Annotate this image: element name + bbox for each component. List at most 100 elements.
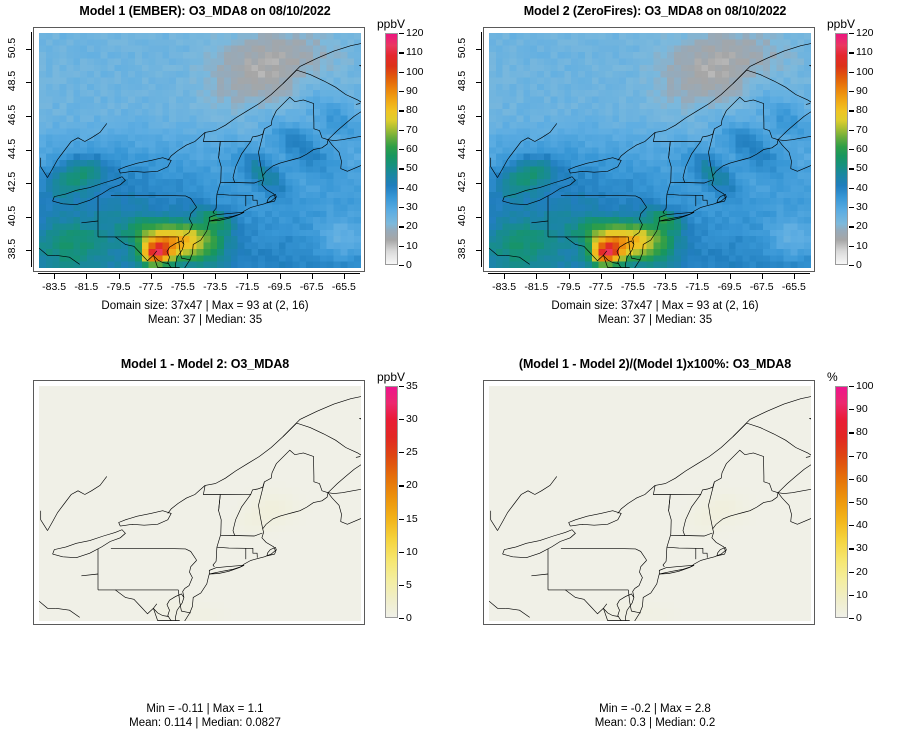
colorbar-tick	[399, 149, 404, 150]
colorbar-tick	[849, 91, 854, 92]
y-axis-tick	[26, 217, 31, 218]
coastline-overlay	[489, 386, 811, 621]
colorbar-tick	[849, 409, 854, 410]
colorbar-tick	[849, 72, 854, 73]
map-plot-area	[483, 380, 815, 625]
stats-line-1: Min = -0.11 | Max = 1.1	[0, 703, 410, 717]
panel-statistics: Domain size: 37x47 | Max = 93 at (2, 16)…	[450, 300, 860, 327]
x-axis-tick	[151, 274, 152, 279]
colorbar-tick-label: 0	[856, 259, 862, 271]
x-axis-tick	[344, 274, 345, 279]
colorbar-tick	[399, 452, 404, 453]
colorbar-tick-label: 100	[406, 66, 424, 78]
colorbar-tick	[849, 168, 854, 169]
y-axis-tick	[26, 250, 31, 251]
colorbar-tick	[849, 33, 854, 34]
x-axis-label: -65.5	[319, 281, 369, 293]
stats-line-1: Domain size: 37x47 | Max = 93 at (2, 16)	[450, 300, 860, 314]
colorbar-tick	[849, 207, 854, 208]
y-axis-tick	[26, 82, 31, 83]
x-axis-tick	[569, 274, 570, 279]
colorbar-tick-label: 30	[406, 201, 418, 213]
colorbar-tick-label: 40	[856, 182, 868, 194]
colorbar-tick-label: 40	[856, 519, 868, 531]
figure-canvas: Model 1 (EMBER): O3_MDA8 on 08/10/2022 M…	[0, 0, 900, 706]
x-axis-tick	[730, 274, 731, 279]
stats-line-2: Mean: 37 | Median: 35	[450, 314, 860, 328]
x-axis-tick	[665, 274, 666, 279]
colorbar-tick	[849, 456, 854, 457]
colorbar-tick-label: 40	[406, 182, 418, 194]
colorbar-gradient	[385, 386, 398, 618]
x-axis-tick	[247, 274, 248, 279]
colorbar-tick	[849, 595, 854, 596]
colorbar-tick	[399, 246, 404, 247]
y-axis-tick	[476, 183, 481, 184]
colorbar-tick	[849, 110, 854, 111]
colorbar-tick-label: 70	[856, 450, 868, 462]
colorbar-tick-label: 70	[856, 124, 868, 136]
colorbar-tick-label: 90	[856, 85, 868, 97]
colorbar-unit-label: %	[827, 370, 838, 384]
y-axis-tick	[476, 82, 481, 83]
x-axis-tick	[697, 274, 698, 279]
colorbar-tick	[399, 52, 404, 53]
colorbar-tick-label: 35	[406, 380, 418, 392]
colorbar-tick-label: 25	[406, 446, 418, 458]
colorbar-unit-label: ppbV	[377, 370, 405, 384]
stats-line-2: Mean: 0.3 | Median: 0.2	[450, 717, 860, 730]
colorbar-tick	[849, 572, 854, 573]
x-axis-tick	[794, 274, 795, 279]
colorbar-tick	[849, 149, 854, 150]
colorbar-tick	[399, 130, 404, 131]
x-axis-tick	[119, 274, 120, 279]
y-axis-tick	[476, 116, 481, 117]
colorbar-tick-label: 100	[856, 66, 874, 78]
colorbar-unit-label: ppbV	[827, 17, 855, 31]
colorbar-gradient	[385, 33, 398, 265]
colorbar-tick-label: 100	[856, 380, 874, 392]
colorbar-tick-label: 0	[406, 259, 412, 271]
colorbar-gradient	[835, 33, 848, 265]
x-axis-tick	[504, 274, 505, 279]
y-axis-label: 38.5	[456, 224, 468, 274]
colorbar-tick	[849, 432, 854, 433]
colorbar-tick-label: 90	[856, 403, 868, 415]
colorbar-tick-label: 20	[856, 220, 868, 232]
colorbar-tick	[849, 479, 854, 480]
colorbar-tick-label: 120	[856, 27, 874, 39]
colorbar-tick	[849, 386, 854, 387]
x-axis-tick	[86, 274, 87, 279]
x-axis-tick	[312, 274, 313, 279]
colorbar-tick-label: 90	[406, 85, 418, 97]
coastline-overlay	[39, 386, 361, 621]
colorbar-tick	[399, 72, 404, 73]
colorbar-tick	[399, 552, 404, 553]
colorbar-tick	[849, 188, 854, 189]
x-axis-tick	[601, 274, 602, 279]
colorbar-tick-label: 10	[856, 589, 868, 601]
colorbar-tick-label: 50	[406, 162, 418, 174]
colorbar-tick-label: 10	[856, 240, 868, 252]
x-axis-label: -65.5	[769, 281, 819, 293]
colorbar-tick-label: 60	[856, 143, 868, 155]
colorbar-tick	[849, 226, 854, 227]
panel-statistics: Domain size: 37x47 | Max = 93 at (2, 16)…	[0, 300, 410, 327]
colorbar-tick-label: 10	[406, 240, 418, 252]
colorbar-tick-label: 50	[856, 162, 868, 174]
y-axis-tick	[476, 217, 481, 218]
colorbar-tick	[849, 246, 854, 247]
colorbar-tick-label: 20	[406, 220, 418, 232]
colorbar-tick-label: 0	[856, 612, 862, 624]
y-axis-tick	[26, 150, 31, 151]
colorbar-tick	[399, 618, 404, 619]
y-axis-tick	[26, 49, 31, 50]
stats-line-1: Domain size: 37x47 | Max = 93 at (2, 16)	[0, 300, 410, 314]
colorbar-tick-label: 20	[406, 479, 418, 491]
colorbar-tick-label: 80	[856, 426, 868, 438]
x-axis-tick	[54, 274, 55, 279]
y-axis-line	[481, 32, 482, 267]
coastline-overlay	[489, 33, 811, 268]
colorbar-tick	[399, 91, 404, 92]
